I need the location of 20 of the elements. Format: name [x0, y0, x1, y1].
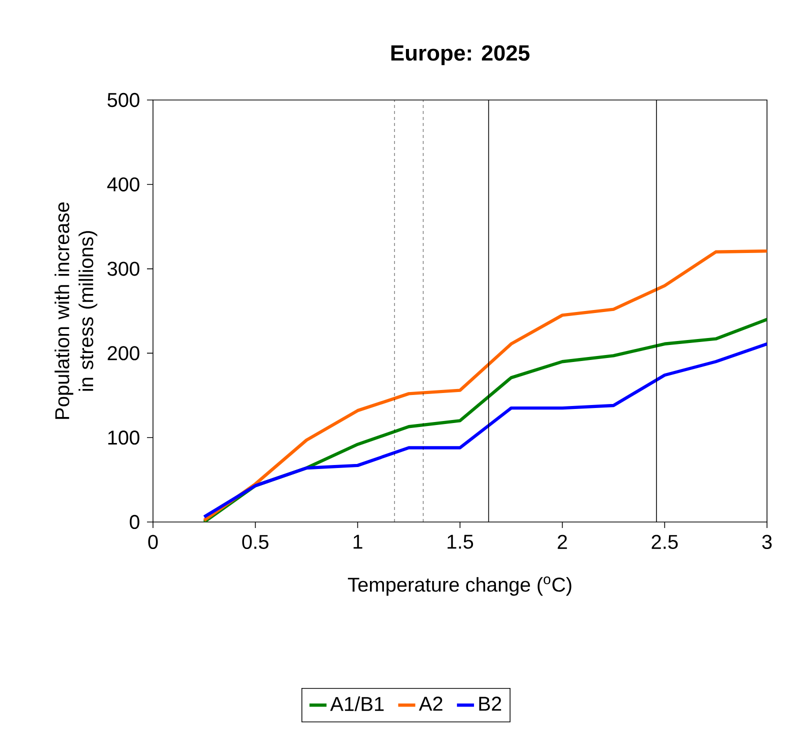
legend-label: A2: [418, 696, 442, 711]
x-tick-label: 0: [148, 534, 158, 550]
y-tick-label: 100: [108, 430, 140, 445]
x-tick-label: 1: [354, 534, 362, 549]
legend-label: B2: [479, 696, 502, 711]
legend-label: A1/B1: [330, 696, 384, 712]
y-tick-label: 300: [108, 262, 140, 276]
y-tick-label: 500: [108, 92, 140, 108]
y-tick-label: 400: [107, 177, 140, 192]
x-tick-label: 1.5: [448, 534, 474, 549]
y-tick-label: 0: [130, 514, 140, 530]
y-tick-label: 200: [108, 346, 140, 360]
x-axis-title: Temperature change ($^{o}$C): [348, 576, 572, 596]
line-series: [202, 249, 767, 522]
x-tick-label: 2.5: [652, 534, 678, 550]
x-tick-label: 3: [762, 534, 772, 550]
x-tick-label: 2: [558, 534, 567, 549]
x-tick-label: 0.5: [242, 534, 268, 550]
chart-title: Europe: 2025: [391, 45, 530, 66]
y-axis-title: Population with increase in stress (millions): [54, 202, 98, 419]
